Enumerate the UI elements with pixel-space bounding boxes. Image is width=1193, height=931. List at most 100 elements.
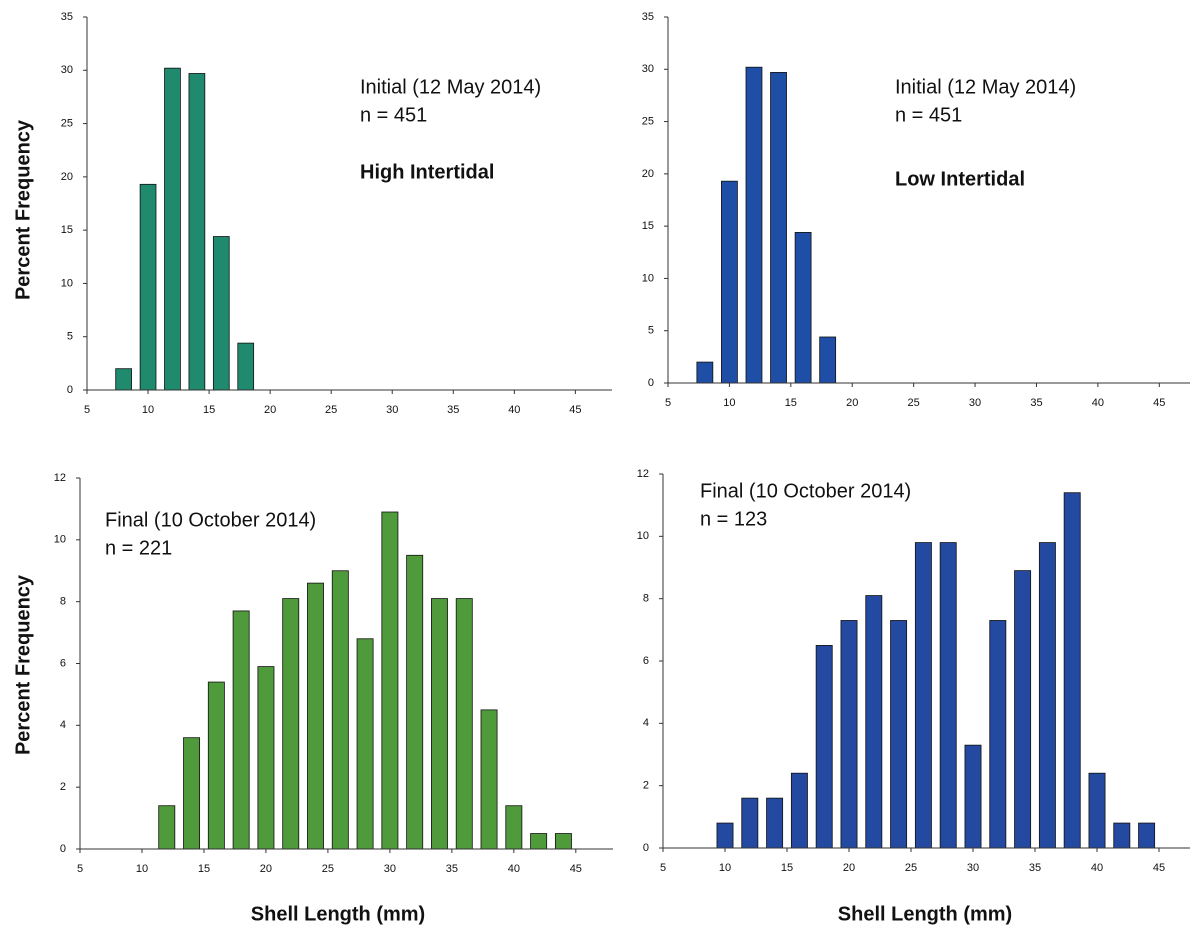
x-tick-label: 5 — [84, 404, 90, 416]
x-tick-label: 35 — [447, 404, 459, 416]
x-tick-label: 15 — [781, 862, 793, 874]
y-tick-label: 20 — [61, 171, 73, 183]
x-tick-label: 20 — [843, 862, 855, 874]
bar — [794, 232, 812, 384]
x-tick-label: 45 — [569, 404, 581, 416]
y-tick-label: 6 — [643, 655, 649, 667]
bar — [406, 554, 424, 850]
bar — [1113, 822, 1131, 849]
y-tick-label: 0 — [67, 384, 73, 396]
bar — [257, 666, 275, 850]
bar — [207, 681, 225, 850]
x-tick-label: 25 — [325, 404, 337, 416]
x-tick-label: 45 — [1153, 397, 1165, 409]
annotation: Final (10 October 2014) — [700, 480, 911, 502]
bar — [745, 66, 763, 384]
bar — [212, 236, 230, 391]
annotation: n = 221 — [105, 537, 172, 559]
x-tick-label: 10 — [723, 397, 735, 409]
x-tick-label: 25 — [322, 863, 334, 875]
y-tick-label: 25 — [642, 115, 654, 127]
bar — [307, 582, 324, 850]
y-tick-label: 12 — [54, 472, 66, 484]
y-tick-label: 0 — [648, 377, 654, 389]
bar — [1038, 542, 1056, 849]
bar — [914, 542, 932, 849]
y-tick-label: 8 — [643, 593, 649, 605]
y-axis-label: Percent Frequency — [12, 574, 34, 755]
bar — [721, 180, 738, 384]
x-tick-label: 20 — [260, 863, 272, 875]
bar — [696, 361, 714, 384]
bar — [741, 797, 759, 849]
bar — [331, 570, 349, 850]
y-tick-label: 10 — [642, 272, 654, 284]
bar — [115, 368, 132, 391]
x-tick-label: 40 — [1092, 397, 1104, 409]
x-tick-label: 15 — [785, 397, 797, 409]
x-tick-label: 45 — [1153, 862, 1165, 874]
bar — [865, 595, 883, 849]
x-tick-label: 40 — [1091, 862, 1103, 874]
annotation: n = 451 — [895, 104, 962, 126]
x-tick-label: 40 — [508, 404, 520, 416]
y-tick-label: 35 — [61, 11, 73, 23]
bar — [183, 737, 201, 850]
y-tick-label: 15 — [61, 224, 73, 236]
x-tick-label: 5 — [665, 397, 671, 409]
annotation: n = 451 — [360, 104, 427, 126]
y-tick-label: 2 — [643, 780, 649, 792]
y-tick-label: 15 — [642, 220, 654, 232]
bar — [1063, 492, 1081, 849]
bar — [1014, 570, 1032, 849]
y-tick-label: 5 — [648, 325, 654, 337]
bar — [554, 833, 572, 850]
y-tick-label: 4 — [643, 717, 649, 729]
bar — [716, 822, 734, 849]
x-tick-label: 15 — [203, 404, 215, 416]
x-tick-label: 10 — [719, 862, 731, 874]
bar — [505, 805, 523, 850]
y-tick-label: 30 — [61, 64, 73, 76]
bar — [1138, 822, 1156, 849]
x-tick-label: 30 — [967, 862, 979, 874]
site-label: Low Intertidal — [895, 168, 1025, 190]
y-tick-label: 12 — [637, 468, 649, 480]
bar — [890, 620, 908, 849]
x-tick-label: 20 — [846, 397, 858, 409]
y-tick-label: 20 — [642, 168, 654, 180]
x-tick-label: 35 — [446, 863, 458, 875]
y-tick-label: 4 — [60, 719, 66, 731]
x-tick-label: 30 — [386, 404, 398, 416]
annotation: n = 123 — [700, 508, 767, 530]
bar — [989, 620, 1007, 849]
bar — [939, 542, 957, 849]
bar — [530, 833, 548, 850]
x-tick-label: 45 — [570, 863, 582, 875]
y-tick-label: 30 — [642, 63, 654, 75]
x-tick-label: 15 — [198, 863, 210, 875]
x-tick-label: 25 — [908, 397, 920, 409]
y-tick-label: 10 — [54, 534, 66, 546]
bar — [232, 610, 250, 850]
annotation: Final (10 October 2014) — [105, 509, 316, 531]
bar — [455, 598, 473, 850]
bar — [237, 342, 255, 391]
y-tick-label: 25 — [61, 117, 73, 129]
x-tick-label: 10 — [142, 404, 154, 416]
x-tick-label: 5 — [77, 863, 83, 875]
bar — [164, 67, 181, 391]
y-tick-label: 0 — [60, 843, 66, 855]
site-label: High Intertidal — [360, 161, 494, 183]
x-axis-label: Shell Length (mm) — [251, 903, 425, 925]
x-tick-label: 30 — [969, 397, 981, 409]
bar — [158, 805, 176, 850]
x-tick-label: 10 — [136, 863, 148, 875]
bar — [356, 638, 374, 850]
bar — [840, 620, 858, 849]
annotation: Initial (12 May 2014) — [895, 76, 1076, 98]
x-axis-label: Shell Length (mm) — [838, 903, 1012, 925]
bar — [431, 598, 448, 850]
bar — [770, 72, 787, 384]
